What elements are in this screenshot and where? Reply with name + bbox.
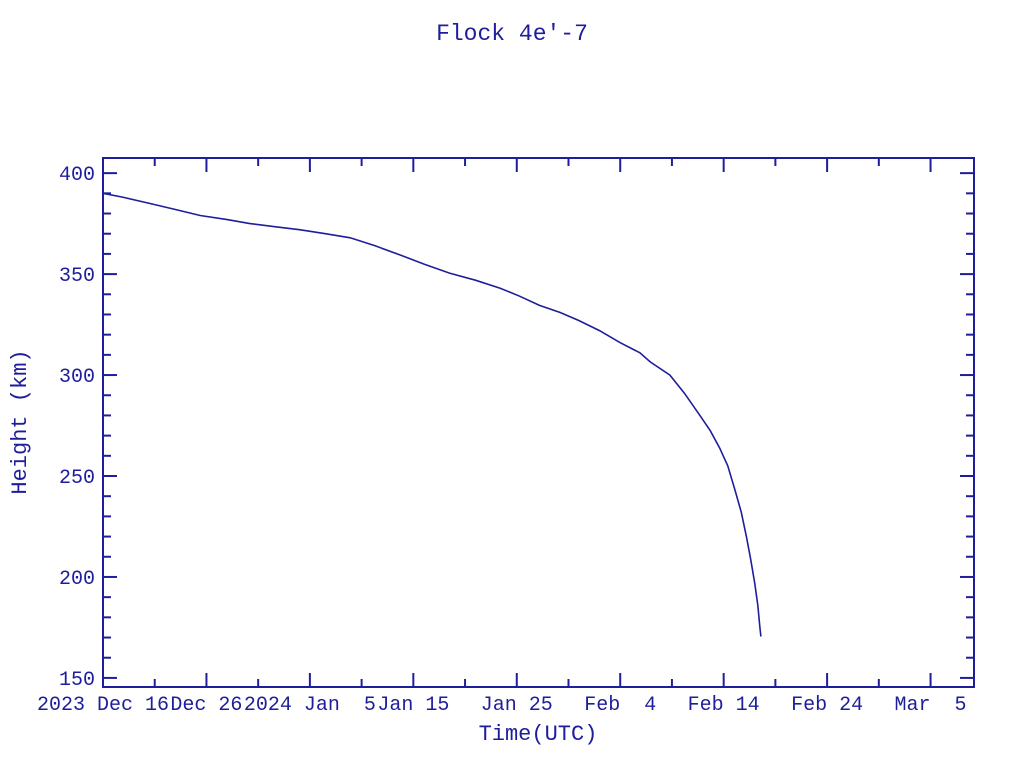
- y-tick-label: 250: [59, 467, 95, 490]
- chart-title: Flock 4e'-7: [436, 21, 588, 47]
- x-tick-label: 2023 Dec 16: [37, 694, 169, 717]
- y-tick-label: 200: [59, 568, 95, 591]
- x-tick-label: Dec 26: [170, 694, 242, 717]
- y-tick-label: 400: [59, 164, 95, 187]
- plot-frame: [102, 157, 975, 688]
- x-axis-label: Time(UTC): [479, 722, 598, 747]
- y-tick-label: 300: [59, 366, 95, 389]
- height-curve: [102, 192, 762, 637]
- y-tick-label: 350: [59, 265, 95, 288]
- x-tick-label: Jan 15: [377, 694, 449, 717]
- y-axis-label: Height (km): [8, 349, 33, 494]
- x-tick-label: Jan 25: [481, 694, 553, 717]
- x-tick-label: 2024 Jan 5: [244, 694, 376, 717]
- x-tick-label: Feb 14: [688, 694, 760, 717]
- plot-area: 2023 Dec 16 Dec 26 2024 Jan 5 Jan 15 Jan 25 F…: [37, 157, 975, 717]
- y-tick-label: 150: [59, 669, 95, 692]
- x-tick-label: Mar 5: [895, 694, 967, 717]
- x-tick-label: Feb 24: [791, 694, 863, 717]
- x-tick-label: Feb 4: [584, 694, 656, 717]
